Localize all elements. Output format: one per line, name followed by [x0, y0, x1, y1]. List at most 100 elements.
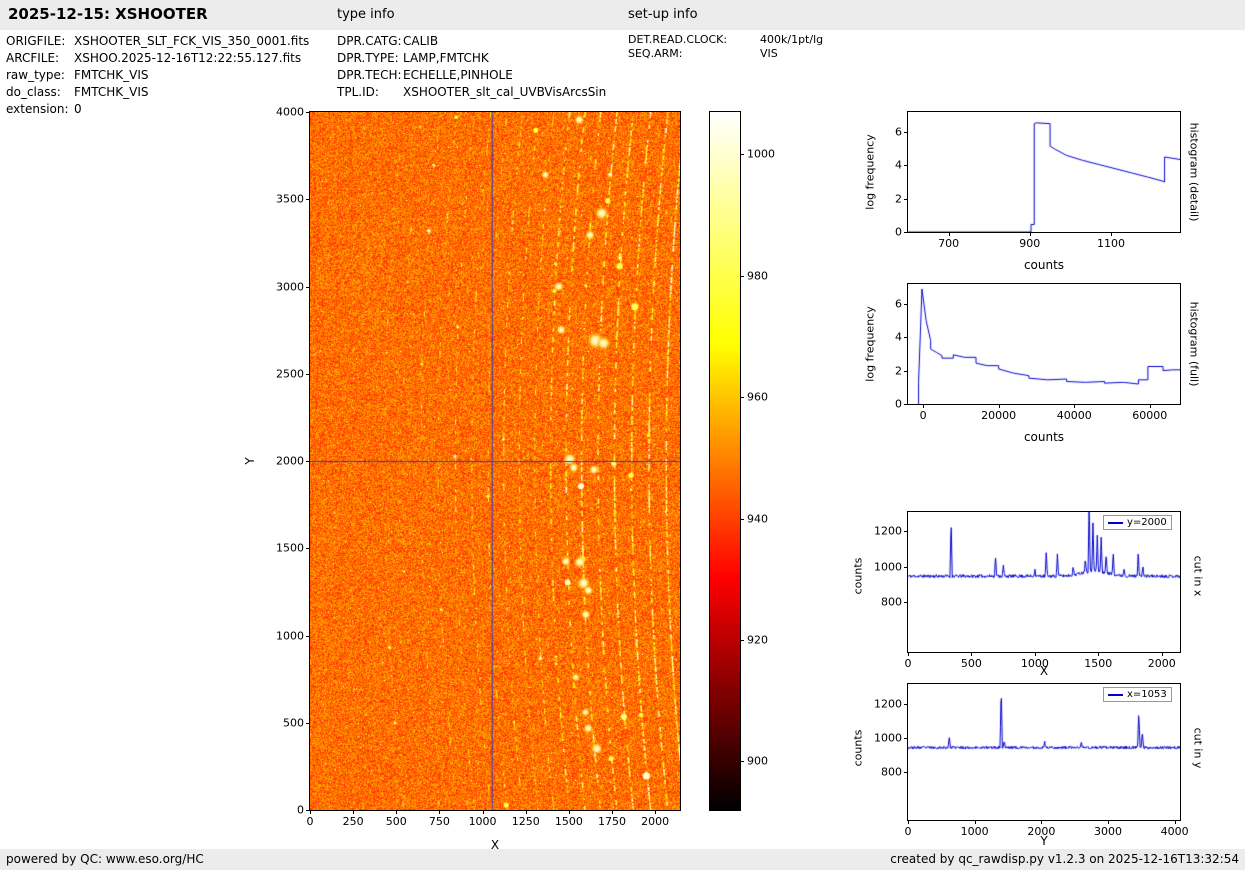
x-tick-mark: [612, 810, 613, 814]
x-tick-label: 3000: [1094, 825, 1122, 838]
histogram-detail-x-label: counts: [1023, 258, 1065, 272]
x-tick-label: 1000: [960, 825, 989, 838]
x-tick-mark: [353, 810, 355, 814]
colorbar-tick-mark: [740, 640, 744, 642]
y-tick-mark: [306, 548, 310, 550]
meta-value: LAMP,FMTCHK: [403, 51, 489, 65]
footer-credit-qc: powered by QC: www.eso.org/HC: [6, 852, 204, 866]
histogram-detail-canvas: [908, 112, 1180, 232]
y-tick-label: 4000: [276, 105, 304, 119]
x-tick-label: 1500: [1084, 657, 1113, 670]
y-tick-mark: [904, 132, 908, 133]
x-tick-mark: [948, 232, 950, 236]
meta-value: 400k/1pt/lg: [760, 33, 824, 46]
y-tick-label: 2: [895, 192, 902, 206]
y-tick-label: 1200: [874, 697, 902, 711]
x-tick-label: 20000: [981, 409, 1017, 422]
y-tick-mark: [904, 531, 908, 533]
histogram-detail-side-label: histogram (detail): [1187, 122, 1201, 222]
meta-value: ECHELLE,PINHOLE: [403, 68, 513, 82]
legend-cut-in-x: y=2000: [1103, 515, 1172, 530]
meta-value: VIS: [760, 47, 778, 60]
y-tick-label: 2500: [276, 367, 304, 381]
x-tick-label: 1000: [468, 815, 497, 828]
y-tick-label: 0: [895, 225, 902, 239]
header-bar: 2025-12-15: XSHOOTER type info set-up in…: [0, 0, 1245, 30]
footer-bar: powered by QC: www.eso.org/HC created by…: [0, 849, 1245, 870]
y-tick-label: 6: [895, 297, 902, 311]
meta-row-doclass: do_class: FMTCHK_VIS: [6, 84, 309, 101]
colorbar-tick-label: 980: [747, 269, 768, 283]
y-tick-mark: [904, 566, 908, 568]
y-tick-mark: [904, 738, 908, 740]
meta-row-readclock: DET.READ.CLOCK: 400k/1pt/lg: [628, 33, 823, 47]
y-tick-label: 0: [297, 803, 304, 817]
meta-label: DPR.TYPE:: [337, 51, 399, 65]
meta-label: extension:: [6, 102, 69, 116]
y-tick-mark: [904, 165, 908, 167]
x-tick-mark: [655, 810, 657, 814]
y-tick-mark: [306, 199, 310, 201]
x-tick-mark: [971, 652, 973, 656]
colorbar-tick-mark: [740, 154, 744, 156]
meta-value: FMTCHK_VIS: [74, 68, 149, 82]
file-info-block: ORIGFILE: XSHOOTER_SLT_FCK_VIS_350_0001.f…: [6, 33, 309, 118]
x-tick-mark: [1098, 652, 1100, 656]
meta-row-tplid: TPL.ID: XSHOOTER_slt_cal_UVBVisArcsSin: [337, 84, 606, 101]
cut-in-x-y-label: counts: [851, 557, 865, 595]
setup-info-heading: set-up info: [628, 7, 698, 22]
histogram-full-x-label: counts: [1023, 430, 1065, 444]
y-tick-mark: [904, 602, 908, 604]
meta-label: ARCFILE:: [6, 51, 60, 65]
x-tick-mark: [908, 820, 909, 824]
cut-in-x-canvas: [908, 512, 1180, 652]
detector-x-axis-label: X: [490, 838, 500, 852]
histogram-full-side-label: histogram (full): [1187, 301, 1201, 387]
x-tick-mark: [1149, 404, 1151, 408]
meta-row-seqarm: SEQ.ARM: VIS: [628, 47, 823, 61]
x-tick-mark: [1034, 652, 1036, 656]
meta-row-dprtype: DPR.TYPE: LAMP,FMTCHK: [337, 50, 606, 67]
colorbar-frame: [709, 111, 741, 811]
x-tick-label: 250: [342, 815, 364, 828]
meta-row-extension: extension: 0: [6, 101, 309, 118]
x-tick-mark: [525, 810, 527, 814]
meta-label: do_class:: [6, 85, 61, 99]
x-tick-mark: [923, 404, 925, 408]
x-tick-mark: [1161, 652, 1163, 656]
x-tick-label: 0: [306, 815, 314, 828]
colorbar-tick-label: 960: [747, 390, 768, 404]
colorbar-tick-label: 900: [747, 754, 768, 768]
type-info-heading: type info: [337, 7, 395, 22]
setup-info-block: DET.READ.CLOCK: 400k/1pt/lg SEQ.ARM: VIS: [628, 33, 823, 61]
meta-label: TPL.ID:: [337, 85, 379, 99]
x-tick-mark: [1074, 404, 1076, 408]
cut-in-y-side-label: cut in y: [1191, 727, 1205, 769]
y-tick-mark: [904, 232, 908, 233]
colorbar-canvas: [710, 112, 740, 810]
x-tick-label: 500: [960, 657, 982, 670]
y-tick-label: 0: [895, 397, 902, 411]
y-tick-label: 2000: [276, 454, 304, 468]
plot-frame: [907, 111, 1181, 233]
legend-cut-in-y: x=1053: [1103, 687, 1172, 702]
y-tick-mark: [306, 722, 310, 724]
y-tick-mark: [904, 337, 908, 339]
y-tick-label: 800: [881, 595, 902, 609]
meta-row-rawtype: raw_type: FMTCHK_VIS: [6, 67, 309, 84]
colorbar-tick-mark: [740, 397, 744, 399]
y-tick-label: 1500: [276, 541, 304, 555]
x-tick-label: 900: [1019, 237, 1041, 250]
cut-in-y-x-label: Y: [1040, 834, 1048, 848]
meta-label: SEQ.ARM:: [628, 47, 683, 60]
y-tick-mark: [904, 772, 908, 774]
y-tick-mark: [306, 112, 310, 113]
y-tick-mark: [904, 404, 908, 405]
colorbar-tick-label: 1000: [747, 147, 775, 161]
detector-y-axis-label: Y: [243, 457, 257, 465]
legend-label: y=2000: [1127, 517, 1167, 528]
cut-in-x-x-label: X: [1039, 664, 1049, 678]
colorbar-tick-label: 940: [747, 512, 768, 526]
meta-label: DPR.TECH:: [337, 68, 402, 82]
x-tick-label: 0: [904, 657, 912, 670]
